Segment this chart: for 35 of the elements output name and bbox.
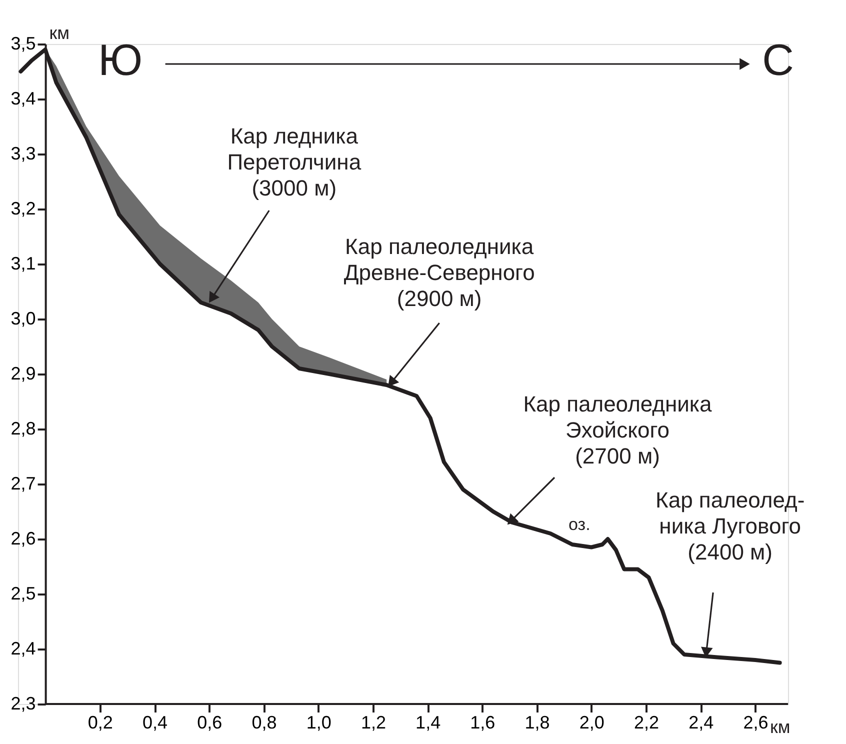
- y-tick-label: 3,1: [10, 254, 36, 274]
- y-axis-title: км: [49, 23, 70, 43]
- annotation: Кар ледника Перетолчина (3000 м): [227, 124, 362, 200]
- y-tick-label: 2,7: [10, 474, 36, 494]
- x-tick-label: 0,2: [88, 712, 113, 732]
- y-tick-label: 2,6: [10, 528, 36, 548]
- y-tick-label: 3,3: [10, 144, 36, 164]
- x-tick-label: 1,0: [306, 712, 332, 732]
- y-tick-label: 2,5: [10, 584, 36, 604]
- annotation: Кар палеоледника Древне-Северного (2900 м): [344, 234, 535, 311]
- x-tick-label: 1,8: [524, 712, 550, 732]
- y-tick-label: 3,4: [10, 88, 36, 108]
- y-tick-label: 2,3: [10, 694, 36, 714]
- y-tick-label: 3,2: [10, 198, 36, 218]
- x-axis-title: км: [770, 717, 790, 737]
- annotation: Кар палеоледника Эхойского (2700 м): [523, 392, 713, 468]
- y-tick-label: 3,5: [10, 34, 36, 54]
- x-tick-label: 2,4: [688, 712, 714, 732]
- x-tick-label: 1,4: [416, 712, 441, 732]
- x-tick-label: 0,8: [252, 712, 277, 732]
- x-tick-label: 2,0: [579, 712, 604, 732]
- annotation: оз.: [568, 514, 590, 534]
- x-tick-label: 1,2: [360, 712, 386, 732]
- x-tick-label: 1,6: [470, 712, 496, 732]
- annotation: С: [762, 36, 794, 85]
- y-tick-label: 3,0: [10, 308, 36, 328]
- y-tick-label: 2,9: [10, 364, 36, 384]
- annotation: Ю: [98, 36, 143, 85]
- x-tick-label: 0,6: [197, 712, 222, 732]
- x-tick-label: 2,2: [634, 712, 660, 732]
- annotation: Кар палеолед- ника Лугового (2400 м): [656, 488, 805, 564]
- x-tick-label: 0,4: [142, 712, 168, 732]
- x-tick-label: 2,6: [743, 712, 768, 732]
- y-tick-label: 2,8: [10, 418, 36, 438]
- y-tick-label: 2,4: [10, 638, 36, 658]
